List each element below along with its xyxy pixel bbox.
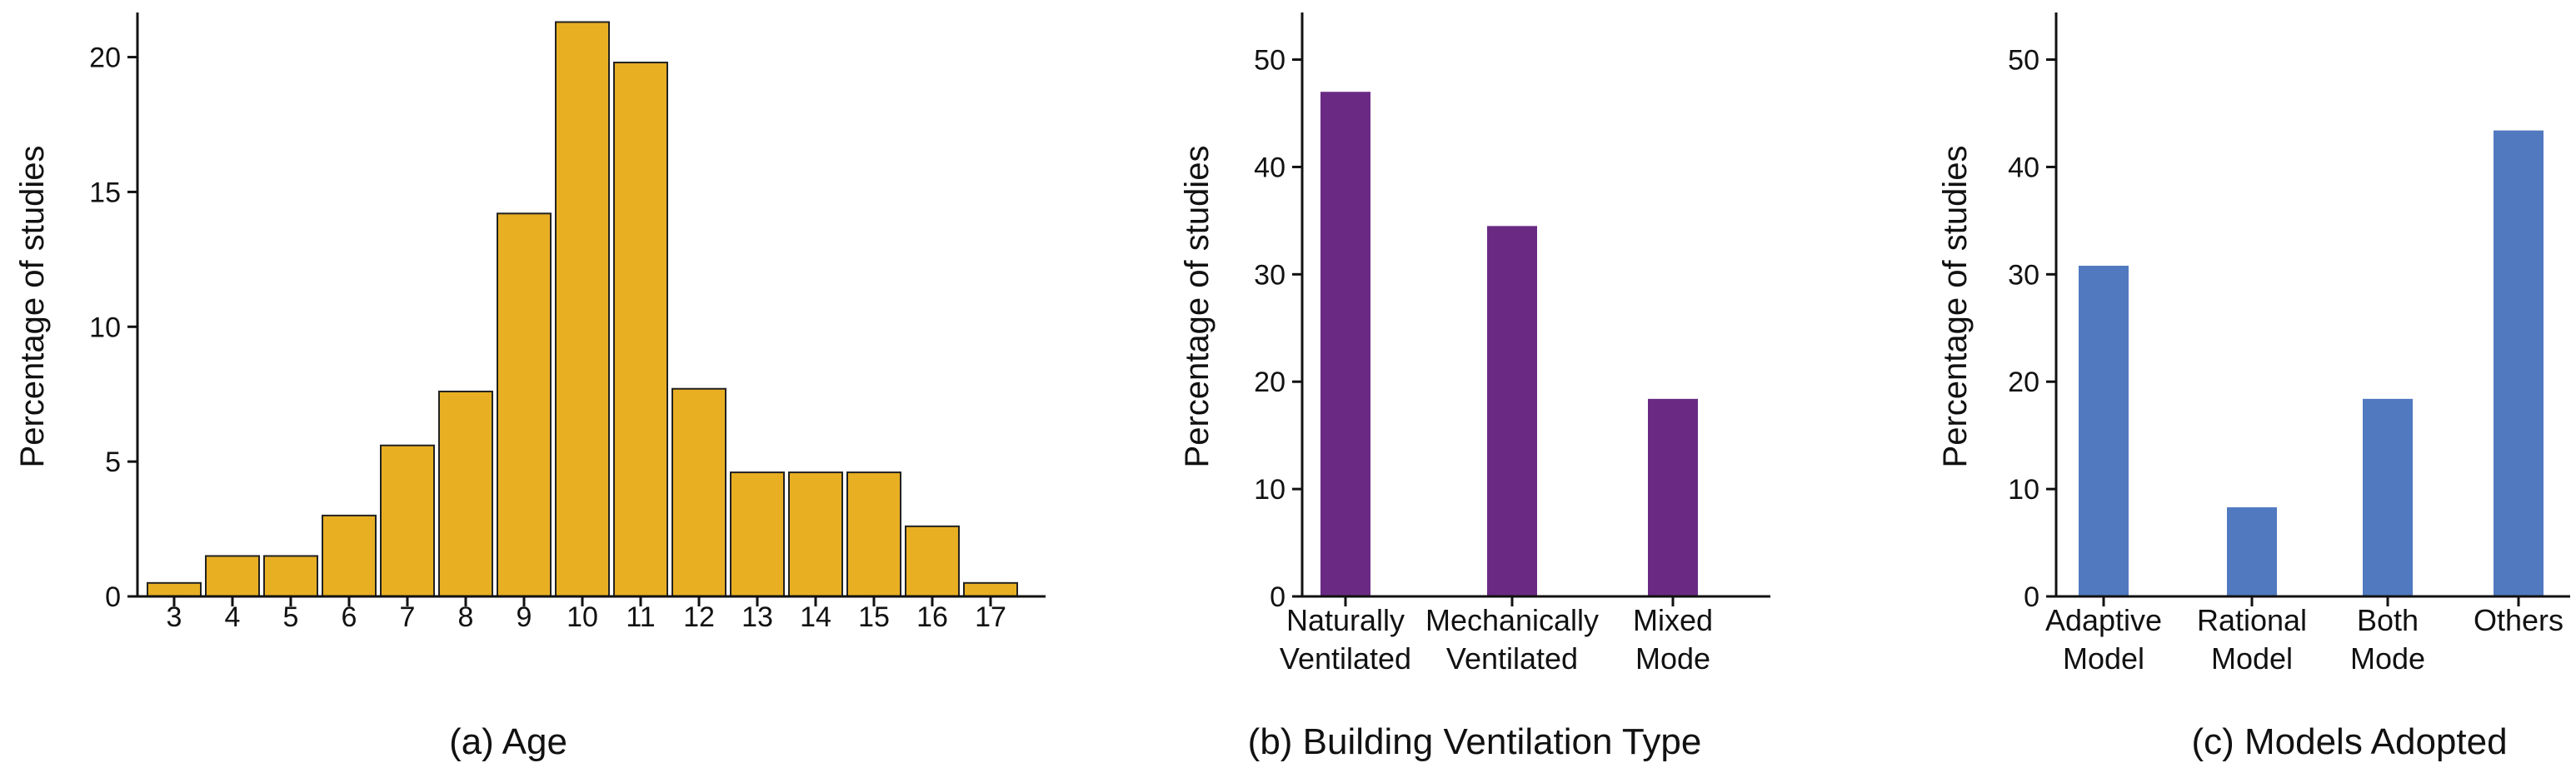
x-tick-label: Ventilated — [1280, 641, 1411, 676]
bar-1-10 — [671, 387, 726, 598]
y-tick-label: 40 — [2008, 152, 2039, 183]
y-tick-label: 40 — [1254, 152, 1286, 183]
panel-caption: (c) Models Adopted — [2191, 721, 2507, 762]
y-tick-label: 20 — [1254, 367, 1286, 398]
y-axis-label: Percentage of studies — [1937, 146, 1974, 468]
bar-1-9 — [613, 62, 668, 598]
panel-caption: (b) Building Ventilation Type — [1248, 721, 1702, 762]
x-tick-label: Adaptive — [2045, 603, 2162, 637]
x-tick-label: 12 — [683, 601, 715, 633]
chart-panel-2: 0 10 20 30 40 50 Naturally Ventilated Mechanical… — [1179, 12, 1770, 762]
x-tick-label: 13 — [741, 601, 773, 633]
bar-1-7 — [497, 212, 552, 597]
x-tick-label: 7 — [400, 601, 416, 633]
x-tick-label: Mixed — [1633, 603, 1713, 637]
x-tick-label: 5 — [283, 601, 299, 633]
y-tick-label: 15 — [89, 177, 121, 208]
bar-1-4 — [322, 514, 377, 598]
x-tick-label: Mechanically — [1425, 603, 1599, 637]
x-tick-label: 17 — [975, 601, 1006, 633]
y-tick-label: 0 — [105, 581, 121, 613]
x-tick-label: Ventilated — [1446, 641, 1578, 676]
x-tick-label: 16 — [916, 601, 948, 633]
panel-caption: (a) Age — [449, 721, 567, 762]
chart-panel-3: 0 10 20 30 40 50 Adaptive Model Rational Model Bot… — [1937, 12, 2570, 762]
x-tick-label: 4 — [225, 601, 241, 633]
x-tick-label: Mode — [2350, 641, 2425, 676]
y-tick-label: 10 — [89, 312, 121, 343]
y-axis-label: Percentage of studies — [14, 146, 51, 468]
y-tick-label: 10 — [1254, 474, 1286, 506]
y-tick-label: 0 — [2024, 581, 2039, 613]
y-tick-label: 5 — [105, 446, 121, 478]
bar-1-14 — [905, 525, 960, 598]
y-tick-label: 30 — [2008, 259, 2039, 291]
x-tick-label: 9 — [517, 601, 532, 633]
bar-1-2 — [205, 555, 260, 597]
bar-2-1 — [1320, 92, 1370, 596]
bar-1-11 — [730, 471, 785, 597]
x-tick-label: Rational — [2197, 603, 2307, 637]
y-tick-label: 50 — [2008, 45, 2039, 77]
x-tick-label: 8 — [458, 601, 474, 633]
y-tick-label: 20 — [89, 42, 121, 74]
bar-1-6 — [438, 390, 493, 598]
x-tick-label: 10 — [567, 601, 598, 633]
bar-2-2 — [1487, 226, 1537, 596]
x-tick-label: 6 — [342, 601, 357, 633]
bar-1-12 — [788, 471, 843, 597]
x-tick-label: Model — [2211, 641, 2293, 676]
bar-3-4 — [2494, 130, 2544, 597]
bar-3-1 — [2079, 266, 2129, 596]
x-tick-label: 3 — [167, 601, 182, 633]
y-axis-label: Percentage of studies — [1179, 146, 1216, 468]
x-tick-label: Naturally — [1286, 603, 1405, 637]
bar-1-15 — [963, 581, 1018, 598]
bar-1-5 — [380, 444, 435, 598]
x-tick-label: 14 — [800, 601, 831, 633]
x-tick-label: 11 — [626, 601, 655, 633]
bar-3-3 — [2363, 398, 2413, 596]
y-tick-label: 10 — [2008, 474, 2039, 506]
y-tick-label: 30 — [1254, 259, 1286, 291]
x-tick-label: Mode — [1635, 641, 1710, 676]
x-tick-label: Both — [2357, 603, 2419, 637]
y-tick-label: 0 — [1270, 581, 1286, 613]
x-tick-label: Model — [2063, 641, 2144, 676]
bar-1-3 — [263, 555, 318, 597]
bar-2-3 — [1648, 398, 1698, 596]
x-tick-label: Others — [2474, 603, 2564, 637]
chart-panel-1: 0 5 10 15 20 3 4 5 6 7 8 9 10 11 12 13 14 15 16 17 Percentag… — [14, 12, 1046, 762]
bar-1-1 — [147, 581, 202, 598]
y-tick-label: 50 — [1254, 45, 1286, 77]
bar-1-8 — [555, 21, 610, 597]
y-tick-label: 20 — [2008, 367, 2039, 398]
x-tick-label: 15 — [858, 601, 890, 633]
bar-1-13 — [846, 471, 901, 597]
bar-3-2 — [2227, 507, 2277, 596]
